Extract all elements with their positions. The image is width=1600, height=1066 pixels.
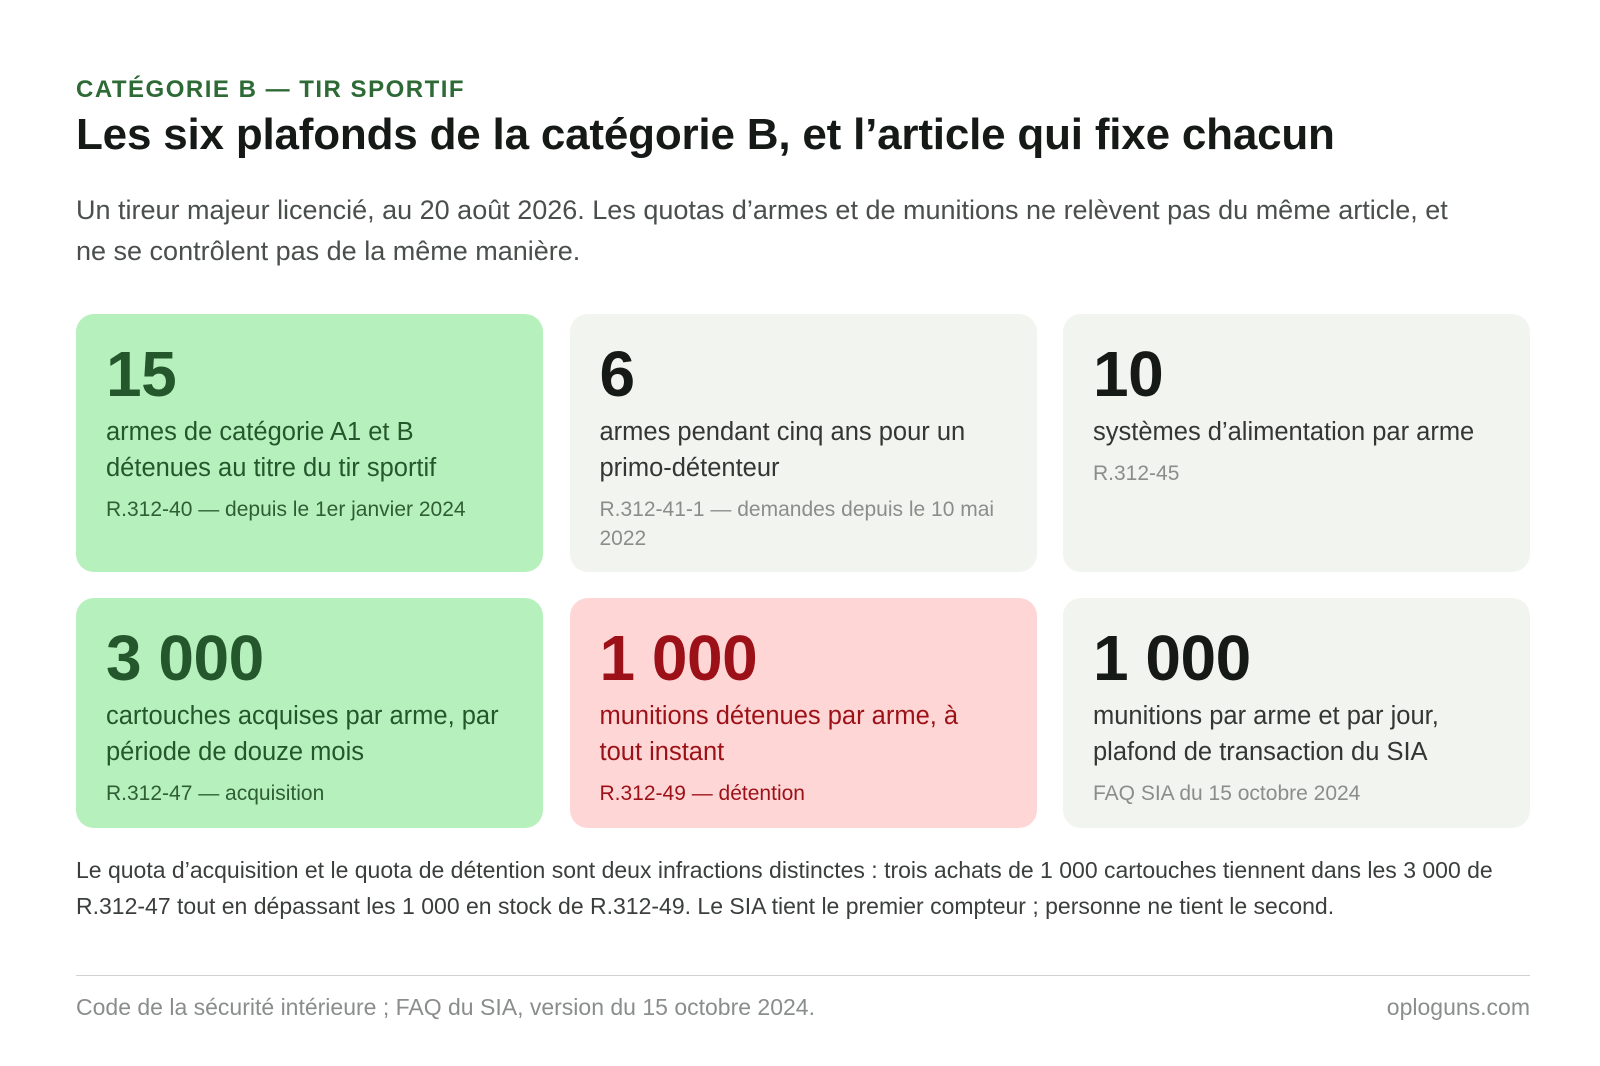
card-value: 1 000 (599, 622, 758, 694)
card-value: 15 (106, 338, 177, 410)
card-description: armes de catégorie A1 et B détenues au t… (106, 418, 437, 482)
card-reference: R.312-49 — détention (599, 782, 805, 805)
card-reference: R.312-47 — acquisition (106, 782, 325, 805)
card-description: munitions détenues par arme, à tout inst… (599, 702, 959, 766)
card-reference: R.312-45 (1093, 462, 1180, 485)
card-description: munitions par arme et par jour, plafond … (1093, 702, 1439, 766)
card-weapons-total: 15 armes de catégorie A1 et B détenues a… (76, 314, 543, 572)
card-reference: R.312-40 — depuis le 1er janvier 2024 (106, 498, 466, 521)
page-title: Les six plafonds de la catégorie B, et l… (76, 110, 1335, 159)
card-value: 10 (1093, 338, 1164, 410)
card-description: systèmes d’alimentation par arme (1093, 418, 1475, 446)
card-cartridges-acquired: 3 000 cartouches acquises par arme, par … (76, 598, 543, 828)
card-reference: R.312-41-1 — demandes depuis le 10 mai 2… (599, 498, 995, 550)
card-daily-transaction: 1 000 munitions par arme et par jour, pl… (1063, 598, 1530, 828)
card-description: cartouches acquises par arme, par périod… (106, 702, 499, 766)
card-reference: FAQ SIA du 15 octobre 2024 (1093, 782, 1361, 805)
card-value: 3 000 (106, 622, 264, 694)
kicker: CATÉGORIE B — TIR SPORTIF (76, 76, 466, 103)
explanatory-note: Le quota d’acquisition et le quota de dé… (76, 857, 1493, 919)
card-value: 6 (599, 338, 636, 410)
card-ammo-held: 1 000 munitions détenues par arme, à tou… (569, 598, 1037, 828)
card-first-holder: 6 armes pendant cinq ans pour un primo-d… (569, 314, 1037, 572)
card-magazines: 10 systèmes d’alimentation par arme R.31… (1063, 314, 1530, 572)
card-value: 1 000 (1093, 622, 1251, 694)
card-description: armes pendant cinq ans pour un primo-dét… (599, 418, 966, 482)
source-citation: Code de la sécurité intérieure ; FAQ du … (76, 994, 815, 1020)
subtitle: Un tireur majeur licencié, au 20 août 20… (76, 195, 1448, 266)
limits-grid: 15 armes de catégorie A1 et B détenues a… (76, 314, 1530, 828)
site-credit: oploguns.com (1386, 994, 1530, 1020)
footer-divider (76, 975, 1530, 976)
